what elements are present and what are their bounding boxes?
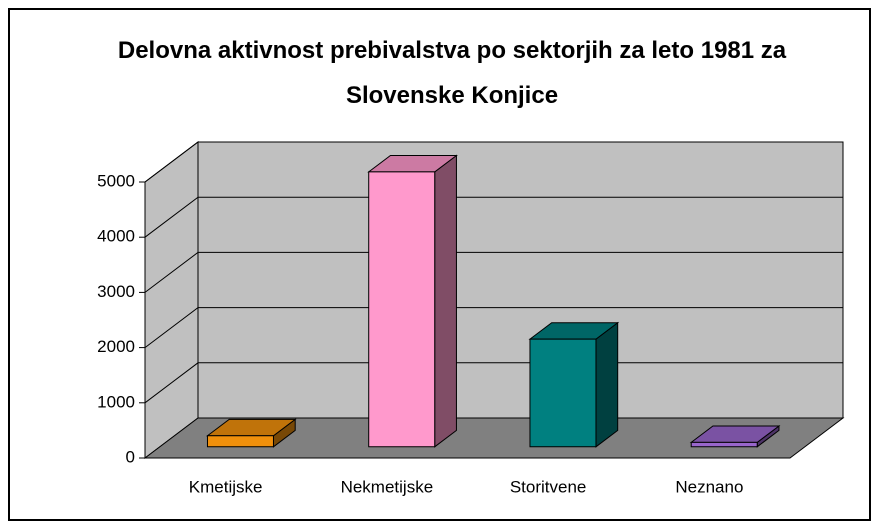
x-tick-label: Nekmetijske: [341, 477, 434, 496]
back-wall: [197, 141, 844, 419]
x-tick-label: Neznano: [675, 477, 743, 496]
grid-line: [144, 141, 843, 183]
bar-side: [434, 154, 457, 448]
x-tick-label: Kmetijske: [189, 477, 263, 496]
bar: [368, 171, 436, 448]
y-tick-label: 2000: [97, 337, 135, 356]
chart-frame: [8, 8, 871, 521]
y-tick-label: 0: [126, 447, 135, 466]
x-tick-label: Storitvene: [510, 477, 587, 496]
y-tick-label: 4000: [97, 227, 135, 246]
bar-side: [595, 321, 619, 448]
y-tick-label: 3000: [97, 282, 135, 301]
grid-line: [144, 196, 843, 238]
bar: [529, 338, 597, 448]
bar: [690, 441, 758, 448]
side-wall: [144, 140, 199, 460]
chart-title: Delovna aktivnost prebivalstva po sektor…: [117, 37, 787, 109]
y-tick-label: 5000: [97, 171, 135, 190]
grid-line: [144, 362, 843, 404]
bar: [206, 435, 274, 448]
grid-line: [144, 307, 843, 348]
grid-line: [144, 251, 843, 293]
y-tick-label: 1000: [97, 392, 135, 411]
